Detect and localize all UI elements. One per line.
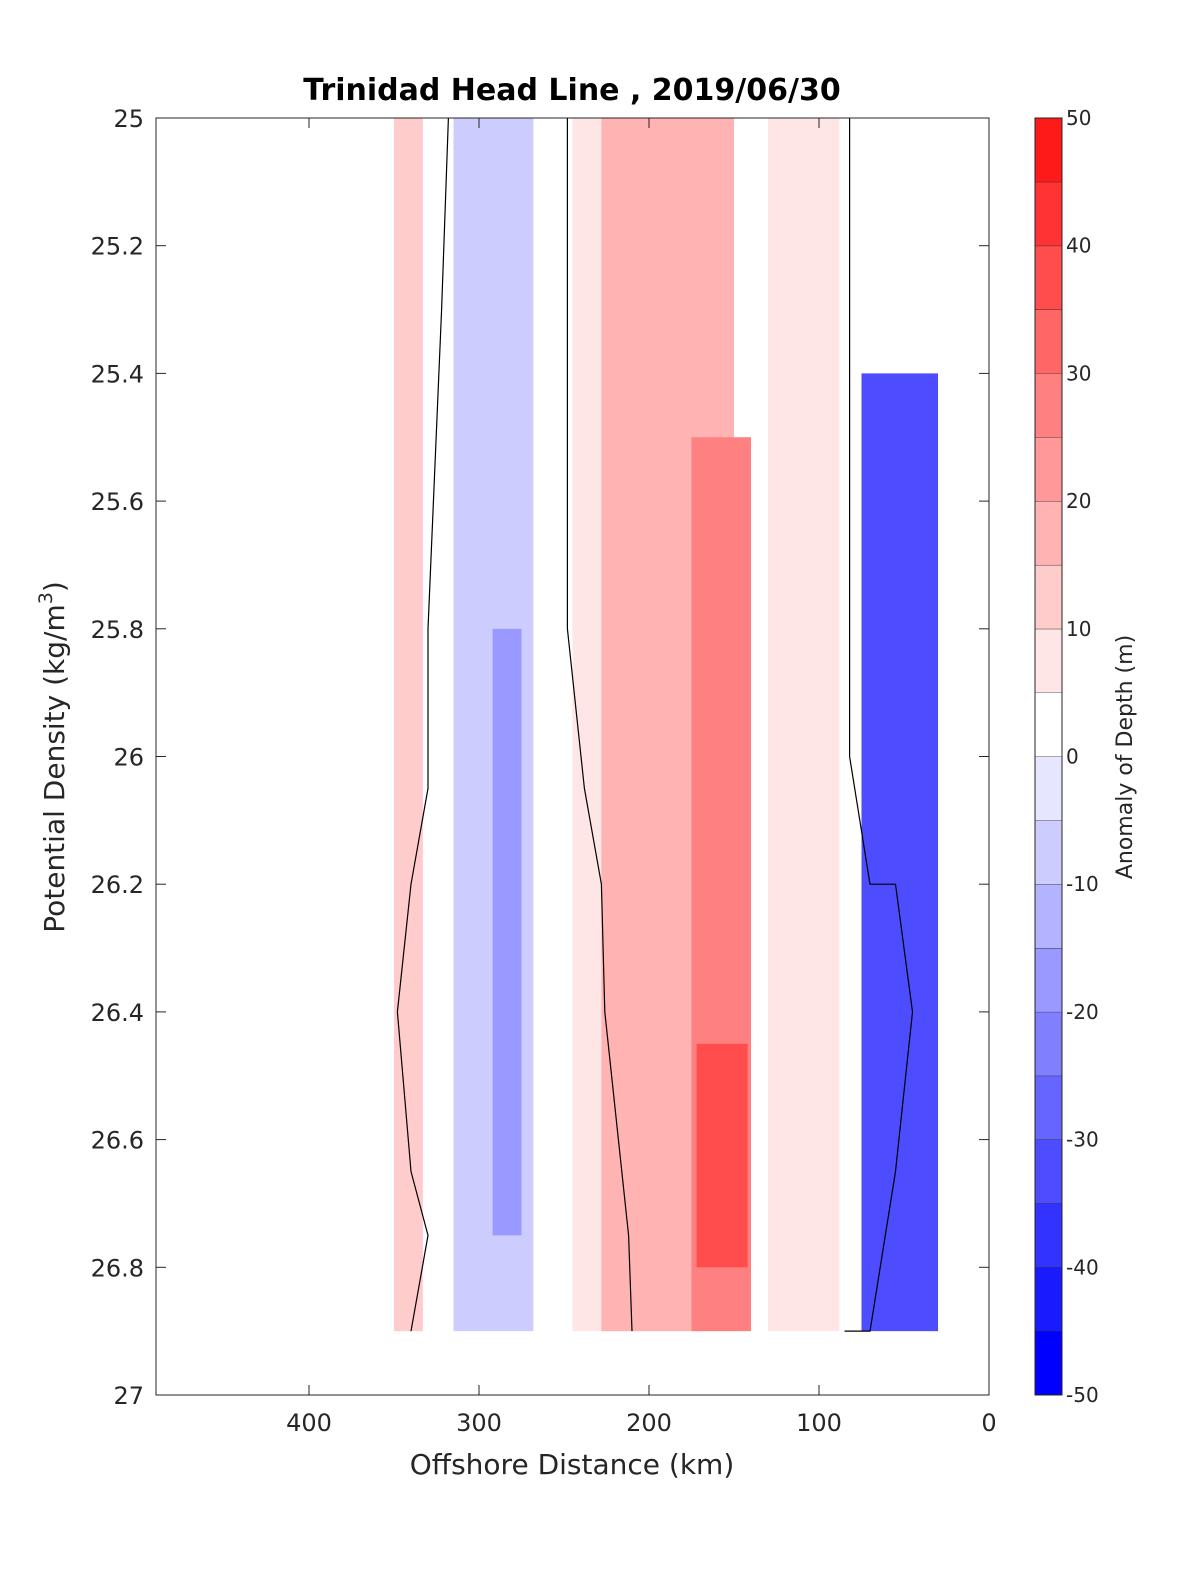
x-tick-label: 100: [796, 1409, 842, 1437]
y-tick-label: 26: [113, 744, 144, 772]
colorbar-swatch: [1035, 501, 1062, 565]
y-tick-label: 27: [113, 1382, 144, 1410]
y-tick-label: 25: [113, 105, 144, 133]
colorbar-swatch: [1035, 756, 1062, 821]
colorbar-label: Anomaly of Depth (m): [1113, 635, 1138, 879]
colorbar-swatch: [1035, 692, 1062, 757]
y-tick-label: 26.8: [91, 1254, 144, 1282]
anomaly-band-8: [861, 373, 938, 1332]
colorbar-swatch: [1035, 820, 1062, 885]
colorbar-tick-label: -50: [1066, 1383, 1099, 1407]
zero-contours: [396, 117, 914, 1332]
y-tick-label: 25.2: [91, 233, 144, 261]
colorbar-tick-label: 0: [1066, 745, 1079, 769]
colorbar-swatch: [1035, 437, 1062, 502]
colorbar-tick-label: -30: [1066, 1128, 1099, 1152]
x-tick-label: 400: [286, 1409, 332, 1437]
anomaly-band-6: [696, 1043, 748, 1268]
x-tick-label: 0: [981, 1409, 996, 1437]
colorbar-swatch: [1035, 1203, 1062, 1268]
colorbar-swatch: [1035, 948, 1062, 1012]
colorbar-frame: [1034, 117, 1063, 1396]
colorbar-swatch: [1035, 884, 1062, 949]
colorbar-tick-label: 40: [1066, 234, 1091, 258]
x-tick-label: 200: [626, 1409, 672, 1437]
colorbar-swatch: [1035, 1139, 1062, 1204]
colorbar-tick-label: -40: [1066, 1255, 1099, 1279]
colorbar-swatch: [1035, 628, 1062, 693]
colorbar-swatch: [1035, 1331, 1062, 1395]
y-axis-label: Potential Density (kg/m3): [35, 581, 71, 933]
colorbar-swatch: [1035, 118, 1062, 182]
anomaly-band-7: [768, 118, 840, 1332]
y-axis-label-main: Potential Density (kg/m: [38, 604, 71, 933]
x-tick-label: 300: [456, 1409, 502, 1437]
colorbar-swatch: [1035, 564, 1062, 629]
y-axis-label-close: ): [38, 581, 71, 592]
colorbar-tick-label: 50: [1066, 106, 1091, 130]
colorbar-tick-label: -20: [1066, 1000, 1099, 1024]
y-axis: 25 25.2 25.4 25.6 25.8 26 26.2 26.4 26.6 26.8 27: [91, 105, 989, 1410]
colorbar-swatch: [1035, 309, 1062, 374]
colorbar-swatch: [1035, 1267, 1062, 1332]
colorbar-tick-label: -10: [1066, 872, 1099, 896]
y-tick-label: 26.4: [91, 999, 144, 1027]
colorbar: -50 -40 -30 -20 -10 0 10 20 30 40 50: [1034, 106, 1099, 1407]
y-tick-label: 25.4: [91, 360, 144, 388]
y-tick-label: 25.6: [91, 488, 144, 516]
chart-title: Trinidad Head Line , 2019/06/30: [303, 73, 840, 108]
plot-area: [394, 118, 938, 1332]
zero-contour-0: [396, 117, 449, 1332]
colorbar-tick-label: 30: [1066, 361, 1091, 385]
colorbar-tick-label: 20: [1066, 489, 1091, 513]
y-tick-label: 26.2: [91, 871, 144, 899]
x-axis: 400 300 200 100 0: [286, 118, 997, 1437]
colorbar-swatch: [1035, 181, 1062, 246]
y-axis-label-superscript: 3: [35, 592, 57, 604]
y-tick-label: 26.6: [91, 1127, 144, 1155]
colorbar-tick-label: 10: [1066, 617, 1091, 641]
colorbar-swatch: [1035, 1075, 1062, 1140]
zero-contour-2: [844, 118, 914, 1332]
colorbar-swatch: [1035, 245, 1062, 310]
anomaly-band-0: [394, 118, 423, 1332]
zero-contour-1: [566, 118, 633, 1332]
anomaly-band-2: [492, 628, 522, 1236]
colorbar-swatch: [1035, 373, 1062, 438]
x-axis-label: Offshore Distance (km): [410, 1448, 735, 1481]
y-tick-label: 25.8: [91, 616, 144, 644]
colorbar-swatch: [1035, 1011, 1062, 1076]
